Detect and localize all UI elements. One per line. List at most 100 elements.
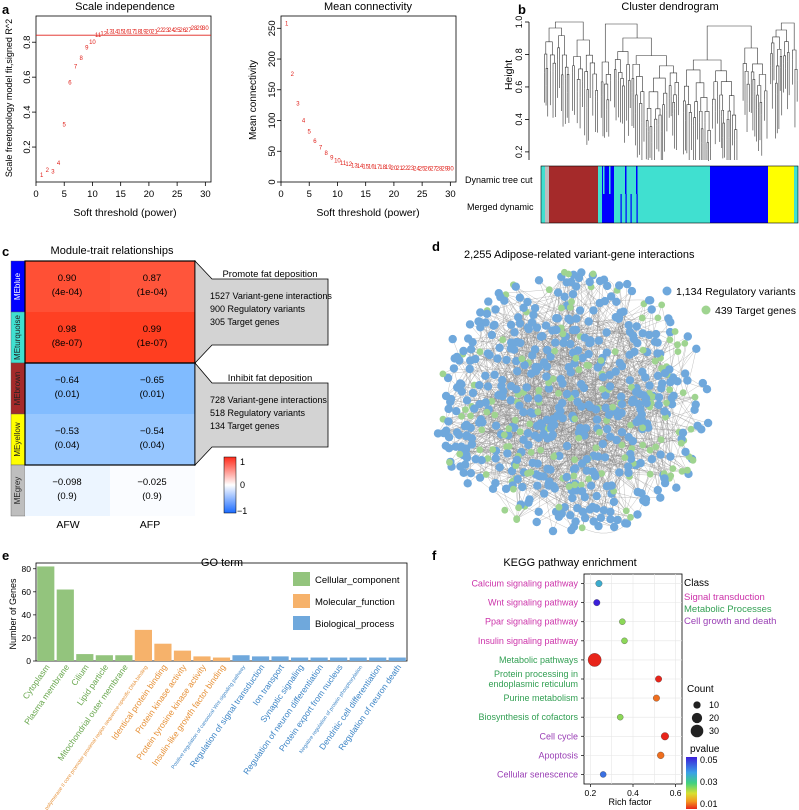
regulatory-variant-node xyxy=(530,431,540,440)
correlation-value: −0.025 xyxy=(137,477,166,488)
regulatory-variant-node xyxy=(606,507,615,516)
column-label-afw: AFW xyxy=(56,519,79,531)
dynamic-module-segment xyxy=(710,166,768,194)
regulatory-variant-node xyxy=(466,469,476,478)
data-point-label: 5 xyxy=(63,122,67,128)
regulatory-variant-node xyxy=(550,484,559,493)
target-gene-node xyxy=(609,403,617,411)
target-gene-node xyxy=(510,485,517,493)
regulatory-variant-node xyxy=(617,400,627,409)
regulatory-variant-node xyxy=(546,465,555,474)
regulatory-variant-node xyxy=(459,346,468,356)
regulatory-variant-node xyxy=(454,430,464,440)
go-bar xyxy=(291,657,309,661)
size-legend-title: Count xyxy=(687,684,714,695)
data-point-label: 12 xyxy=(100,31,107,37)
regulatory-variant-node xyxy=(462,420,471,429)
data-point-label: 15 xyxy=(362,165,369,171)
data-point-label: 7 xyxy=(74,65,78,71)
regulatory-variant-node xyxy=(444,433,454,442)
regulatory-variant-node xyxy=(578,487,587,496)
regulatory-variant-node xyxy=(513,475,522,484)
regulatory-variant-node xyxy=(621,519,630,528)
regulatory-variant-node xyxy=(698,378,707,388)
regulatory-variant-node xyxy=(466,345,476,354)
target-gene-node xyxy=(663,399,670,407)
dendrogram-branch xyxy=(669,72,678,86)
regulatory-variant-node xyxy=(567,525,576,535)
regulatory-variant-node xyxy=(482,309,492,318)
dendrogram-branch xyxy=(557,47,560,62)
data-point-label: 13 xyxy=(351,163,358,169)
x-tick-label: 10 xyxy=(87,189,98,200)
regulatory-variant-node xyxy=(611,367,620,376)
class-legend-label: Signal transduction xyxy=(684,592,765,603)
target-gene-node xyxy=(622,507,630,515)
data-point-label: 11 xyxy=(95,33,102,39)
dendrogram-branch xyxy=(706,25,752,60)
regulatory-variant-node xyxy=(598,373,608,382)
target-gene-node xyxy=(467,412,474,420)
go-bar xyxy=(134,629,152,661)
pvalue-legend-title: pvalue xyxy=(690,744,720,755)
regulatory-variant-node xyxy=(681,447,690,457)
callout-line: 305 Target genes xyxy=(210,317,280,327)
dendrogram-branch xyxy=(605,74,612,85)
heatmap-cell xyxy=(110,312,195,363)
regulatory-variant-node xyxy=(653,349,662,358)
dynamic-module-segment xyxy=(541,166,545,194)
dendrogram-branch xyxy=(589,62,596,74)
regulatory-variant-node xyxy=(520,360,529,370)
pathway-label: Purine metabolism xyxy=(503,693,578,703)
dendrogram-branch xyxy=(686,69,701,87)
target-gene-node xyxy=(439,370,447,378)
pathway-label: Biosynthesis of cofactors xyxy=(478,712,578,722)
regulatory-variant-node xyxy=(562,389,572,399)
data-point-label: 18 xyxy=(134,30,141,36)
legend-swatch xyxy=(293,572,310,586)
dynamic-module-segment xyxy=(620,166,622,194)
size-legend-label: 20 xyxy=(709,713,719,723)
target-gene-node xyxy=(678,468,686,475)
dendrogram-branch xyxy=(614,59,621,73)
regulatory-variant-node xyxy=(585,505,595,514)
x-tick-label: 5 xyxy=(62,189,67,200)
regulatory-variant-node xyxy=(627,286,637,296)
regulatory-variant-node xyxy=(645,381,654,390)
heatmap-cell xyxy=(25,261,110,312)
dendrogram-branch xyxy=(694,101,698,118)
y-tick-label: 50 xyxy=(267,146,278,157)
dendrogram-branch xyxy=(659,65,674,79)
regulatory-variant-node xyxy=(666,318,675,327)
target-gene-node xyxy=(559,330,567,338)
dendrogram-branch xyxy=(561,54,567,75)
target-gene-node xyxy=(575,434,583,442)
regulatory-variant-node xyxy=(553,288,563,297)
regulatory-variant-node xyxy=(526,408,535,417)
correlation-value: 0.99 xyxy=(143,324,162,335)
target-gene-node xyxy=(674,341,681,349)
regulatory-variant-node xyxy=(609,497,619,507)
regulatory-variant-node xyxy=(456,379,465,388)
regulatory-variant-node xyxy=(647,305,656,314)
p-value: (0.9) xyxy=(142,491,162,502)
target-gene-node xyxy=(598,385,606,393)
dynamic-module-segment xyxy=(612,166,614,194)
pathway-label: Apoptosis xyxy=(538,750,578,760)
merged-module-segment xyxy=(620,194,622,223)
merged-module-segment xyxy=(602,194,614,223)
heatmap-cell xyxy=(25,363,110,414)
regulatory-variant-node xyxy=(654,393,664,402)
regulatory-variant-node xyxy=(578,353,587,363)
callout-line: 900 Regulatory variants xyxy=(210,304,306,314)
x-tick-label: 25 xyxy=(172,189,183,200)
regulatory-variant-node xyxy=(607,292,616,301)
regulatory-variant-node xyxy=(540,489,549,498)
regulatory-variant-node xyxy=(524,498,533,507)
target-gene-node xyxy=(513,515,521,523)
data-point-label: 24 xyxy=(413,166,420,172)
dendrogram-branch xyxy=(727,110,731,120)
network-graph: 2,255 Adipose-related variant-gene inter… xyxy=(433,249,796,536)
data-point-label: 4 xyxy=(302,119,306,125)
regulatory-variant-node xyxy=(595,276,605,286)
